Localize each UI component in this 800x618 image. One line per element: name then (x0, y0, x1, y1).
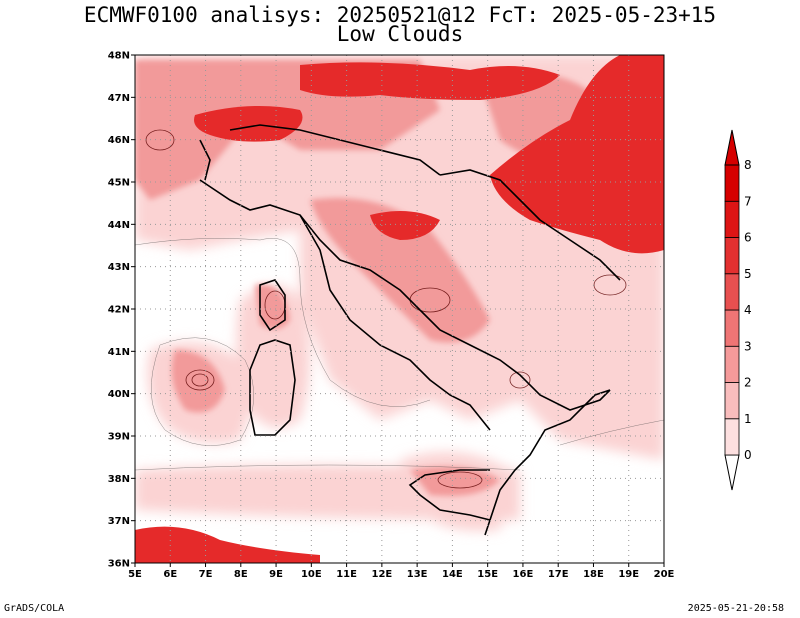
colorbar-label: 4 (744, 303, 752, 317)
footer-credit: GrADS/COLA (4, 603, 65, 614)
colorbar-label: 8 (744, 158, 752, 172)
colorbar-segment (724, 345, 740, 383)
lat-tick-label: 38N (108, 474, 130, 485)
lon-tick-label: 14E (442, 569, 463, 580)
lat-tick-label: 39N (108, 432, 130, 443)
colorbar-segment (724, 273, 740, 311)
colorbar-segment (724, 164, 740, 202)
colorbar-label: 6 (744, 231, 752, 245)
lat-tick-label: 42N (108, 305, 130, 316)
lat-tick-label: 48N (108, 51, 130, 62)
lon-tick-label: 15E (477, 569, 498, 580)
lon-tick-label: 11E (336, 569, 357, 580)
colorbar-segment (724, 309, 740, 347)
lon-tick-label: 16E (513, 569, 534, 580)
lon-tick-label: 12E (371, 569, 392, 580)
colorbar-high-arrow (724, 129, 740, 166)
lat-tick-label: 43N (108, 262, 130, 273)
colorbar-segment (724, 200, 740, 238)
coastlines (199, 124, 621, 536)
lat-tick-label: 46N (108, 135, 130, 146)
lat-tick-label: 47N (108, 93, 130, 104)
colorbar-label: 2 (744, 376, 752, 390)
colorbar-segment (724, 237, 740, 275)
map-title: ECMWF0100 analisys: 20250521@12 FcT: 202… (83, 3, 717, 27)
lat-tick-label: 45N (108, 178, 130, 189)
colorbar-label: 3 (744, 339, 752, 353)
lon-tick-label: 6E (163, 569, 177, 580)
latitude-axis: 36N 37N 38N 39N 40N 41N 42N 43N 44N 45N 46N 47N 48N (108, 51, 135, 570)
colorbar: 0 1 2 3 4 5 6 7 8 (724, 129, 752, 491)
colorbar-low-arrow (724, 454, 740, 491)
lon-tick-label: 17E (548, 569, 569, 580)
map-grid (135, 55, 664, 563)
colorbar-segment (724, 382, 740, 420)
map-subtitle: Low Clouds (336, 22, 464, 46)
lat-tick-label: 36N (108, 559, 130, 570)
colorbar-label: 7 (744, 194, 752, 208)
lat-tick-label: 37N (108, 516, 130, 527)
lon-tick-label: 20E (654, 569, 675, 580)
cloud-field (135, 55, 664, 563)
lon-tick-label: 5E (128, 569, 142, 580)
lon-tick-label: 9E (269, 569, 283, 580)
lat-tick-label: 44N (108, 220, 130, 231)
lon-tick-label: 8E (234, 569, 248, 580)
lat-tick-label: 41N (108, 347, 130, 358)
colorbar-label: 1 (744, 412, 752, 426)
lon-tick-label: 7E (199, 569, 213, 580)
colorbar-segment (724, 418, 740, 456)
colorbar-label: 5 (744, 267, 752, 281)
lat-tick-label: 40N (108, 389, 130, 400)
footer-timestamp: 2025-05-21-20:58 (687, 603, 784, 614)
lon-tick-label: 10E (301, 569, 322, 580)
longitude-axis: 5E 6E 7E 8E 9E 10E 11E 12E 13E 14E 15E 16E 17E 18E 19E… (128, 563, 675, 580)
colorbar-label: 0 (744, 448, 752, 462)
lon-tick-label: 19E (618, 569, 639, 580)
lon-tick-label: 13E (407, 569, 428, 580)
lon-tick-label: 18E (583, 569, 604, 580)
